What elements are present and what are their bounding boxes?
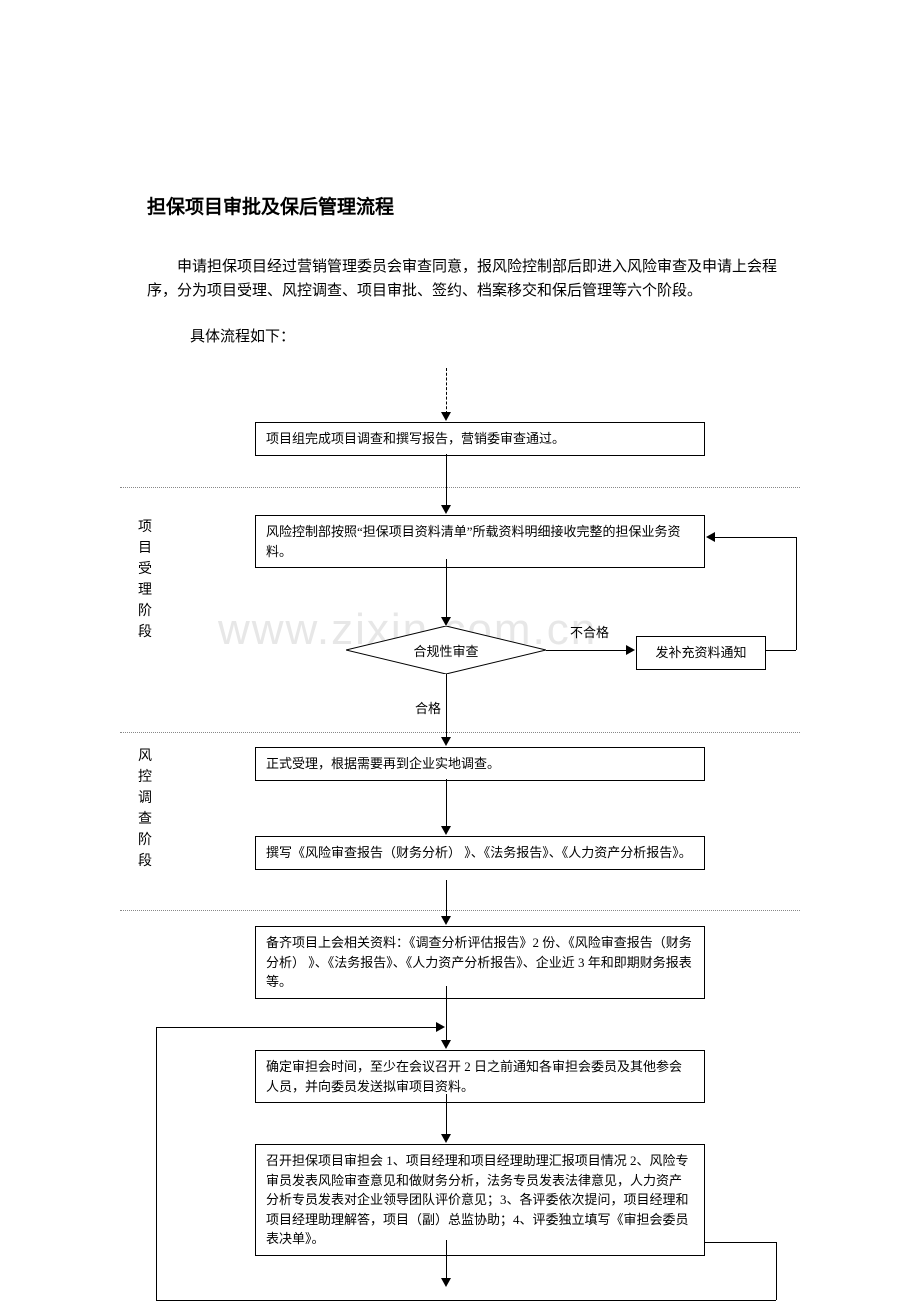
arrow-right-icon (626, 645, 635, 655)
stage-label-riskcheck: 风控调查阶段 (137, 746, 153, 872)
flow-line (446, 1094, 447, 1136)
node-write-reports: 撰写《风险审查报告（财务分析） 》、《法务报告》、《人力资产分析报告》。 (255, 836, 705, 870)
node-prepare-materials: 备齐项目上会相关资料：《调查分析评估报告》2 份、《风险审查报告（财务分析） 》… (255, 926, 705, 999)
stage-label-acceptance: 项目受理阶段 (137, 517, 153, 643)
flow-line (776, 1242, 777, 1300)
arrow-left-icon (706, 532, 715, 542)
flow-line (446, 454, 447, 507)
node-review-meeting: 召开担保项目审担会 1、项目经理和项目经理助理汇报项目情况 2、风险专审员发表风… (255, 1144, 705, 1256)
intro-paragraph: 申请担保项目经过营销管理委员会审查同意，报风险控制部后即进入风险审查及申请上会程… (147, 255, 787, 303)
flow-entry-line (446, 368, 447, 414)
stage-divider (120, 732, 800, 733)
stage-divider (120, 487, 800, 488)
branch-label-fail: 不合格 (570, 622, 609, 641)
flow-line (446, 674, 447, 739)
node-request-materials: 发补充资料通知 (636, 636, 766, 670)
flow-line (156, 1300, 776, 1301)
flow-line (446, 559, 447, 619)
decision-compliance-check: 合规性审查 (346, 626, 546, 674)
arrow-down-icon (441, 617, 451, 626)
flow-line (796, 537, 797, 650)
flow-line (766, 650, 796, 651)
flow-line (156, 1027, 157, 1300)
node-receive-materials: 风险控制部按照“担保项目资料清单”所载资料明细接收完整的担保业务资料。 (255, 515, 705, 568)
arrow-down-icon (441, 505, 451, 514)
decision-label: 合规性审查 (346, 641, 546, 660)
flow-line (446, 1240, 447, 1280)
node-schedule-meeting: 确定审担会时间，至少在会议召开 2 日之前通知各审担会委员及其他参会人员，并向委… (255, 1050, 705, 1103)
stage-divider (120, 910, 800, 911)
flow-line (446, 986, 447, 1042)
arrow-down-icon (441, 737, 451, 746)
flow-line (446, 779, 447, 828)
arrow-down-icon (441, 916, 451, 925)
flow-line (446, 880, 447, 918)
flow-line (714, 537, 796, 538)
arrow-down-icon (441, 412, 451, 421)
arrow-down-icon (441, 1278, 451, 1287)
branch-label-pass: 合格 (415, 698, 441, 717)
page-title: 担保项目审批及保后管理流程 (147, 192, 394, 219)
arrow-down-icon (441, 1134, 451, 1143)
arrow-down-icon (441, 1040, 451, 1049)
node-formal-acceptance: 正式受理，根据需要再到企业实地调查。 (255, 747, 705, 781)
arrow-down-icon (441, 826, 451, 835)
arrow-right-icon (436, 1022, 445, 1032)
intro-text: 申请担保项目经过营销管理委员会审查同意，报风险控制部后即进入风险审查及申请上会程… (147, 259, 777, 299)
page: 担保项目审批及保后管理流程 申请担保项目经过营销管理委员会审查同意，报风险控制部… (0, 0, 920, 1302)
flow-line (156, 1027, 438, 1028)
intro-paragraph-2: 具体流程如下： (190, 325, 295, 349)
node-project-report: 项目组完成项目调查和撰写报告，营销委审查通过。 (255, 422, 705, 456)
flow-line (546, 650, 628, 651)
flow-line (705, 1242, 776, 1243)
